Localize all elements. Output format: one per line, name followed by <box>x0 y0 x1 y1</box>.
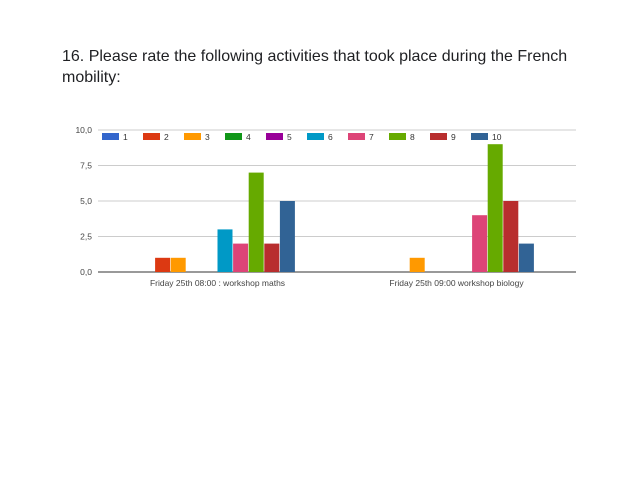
bar-series-9-cat-2 <box>503 201 519 272</box>
bar-series-8-cat-2 <box>487 144 503 272</box>
legend-label-6: 6 <box>328 132 333 142</box>
legend-swatch-2 <box>143 133 160 140</box>
bar-series-2-cat-1 <box>155 257 171 272</box>
bar-series-10-cat-1 <box>279 201 295 272</box>
legend-label-7: 7 <box>369 132 374 142</box>
y-tick-label: 10,0 <box>75 125 92 135</box>
legend-swatch-7 <box>348 133 365 140</box>
bar-series-6-cat-1 <box>217 229 233 272</box>
legend-swatch-4 <box>225 133 242 140</box>
bar-series-8-cat-1 <box>248 172 264 272</box>
bars <box>155 144 534 272</box>
bar-series-3-cat-2 <box>409 257 425 272</box>
bar-series-7-cat-2 <box>472 215 488 272</box>
legend-label-4: 4 <box>246 132 251 142</box>
legend-label-5: 5 <box>287 132 292 142</box>
bar-series-7-cat-1 <box>233 243 249 272</box>
x-tick-label: Friday 25th 08:00 : workshop maths <box>150 278 285 288</box>
bar-series-3-cat-1 <box>170 257 186 272</box>
legend-swatch-5 <box>266 133 283 140</box>
y-tick-label: 2,5 <box>80 232 92 242</box>
legend: 1 2 3 4 5 6 7 8 9 10 <box>102 132 502 142</box>
legend-swatch-10 <box>471 133 488 140</box>
legend-label-1: 1 <box>123 132 128 142</box>
legend-label-9: 9 <box>451 132 456 142</box>
y-tick-label: 0,0 <box>80 267 92 277</box>
legend-label-10: 10 <box>492 132 502 142</box>
legend-swatch-1 <box>102 133 119 140</box>
x-tick-label: Friday 25th 09:00 workshop biology <box>389 278 524 288</box>
y-tick-label: 5,0 <box>80 196 92 206</box>
question-title: 16. Please rate the following activities… <box>62 48 568 86</box>
y-tick-label: 7,5 <box>80 161 92 171</box>
legend-swatch-3 <box>184 133 201 140</box>
legend-swatch-9 <box>430 133 447 140</box>
legend-label-3: 3 <box>205 132 210 142</box>
legend-swatch-6 <box>307 133 324 140</box>
x-axis-labels: Friday 25th 08:00 : workshop maths Friday… <box>150 278 524 288</box>
legend-label-2: 2 <box>164 132 169 142</box>
y-axis-ticks: 0,0 2,5 5,0 7,5 10,0 <box>75 125 92 277</box>
legend-label-8: 8 <box>410 132 415 142</box>
bar-series-9-cat-1 <box>264 243 280 272</box>
legend-swatch-8 <box>389 133 406 140</box>
bar-series-10-cat-2 <box>518 243 534 272</box>
